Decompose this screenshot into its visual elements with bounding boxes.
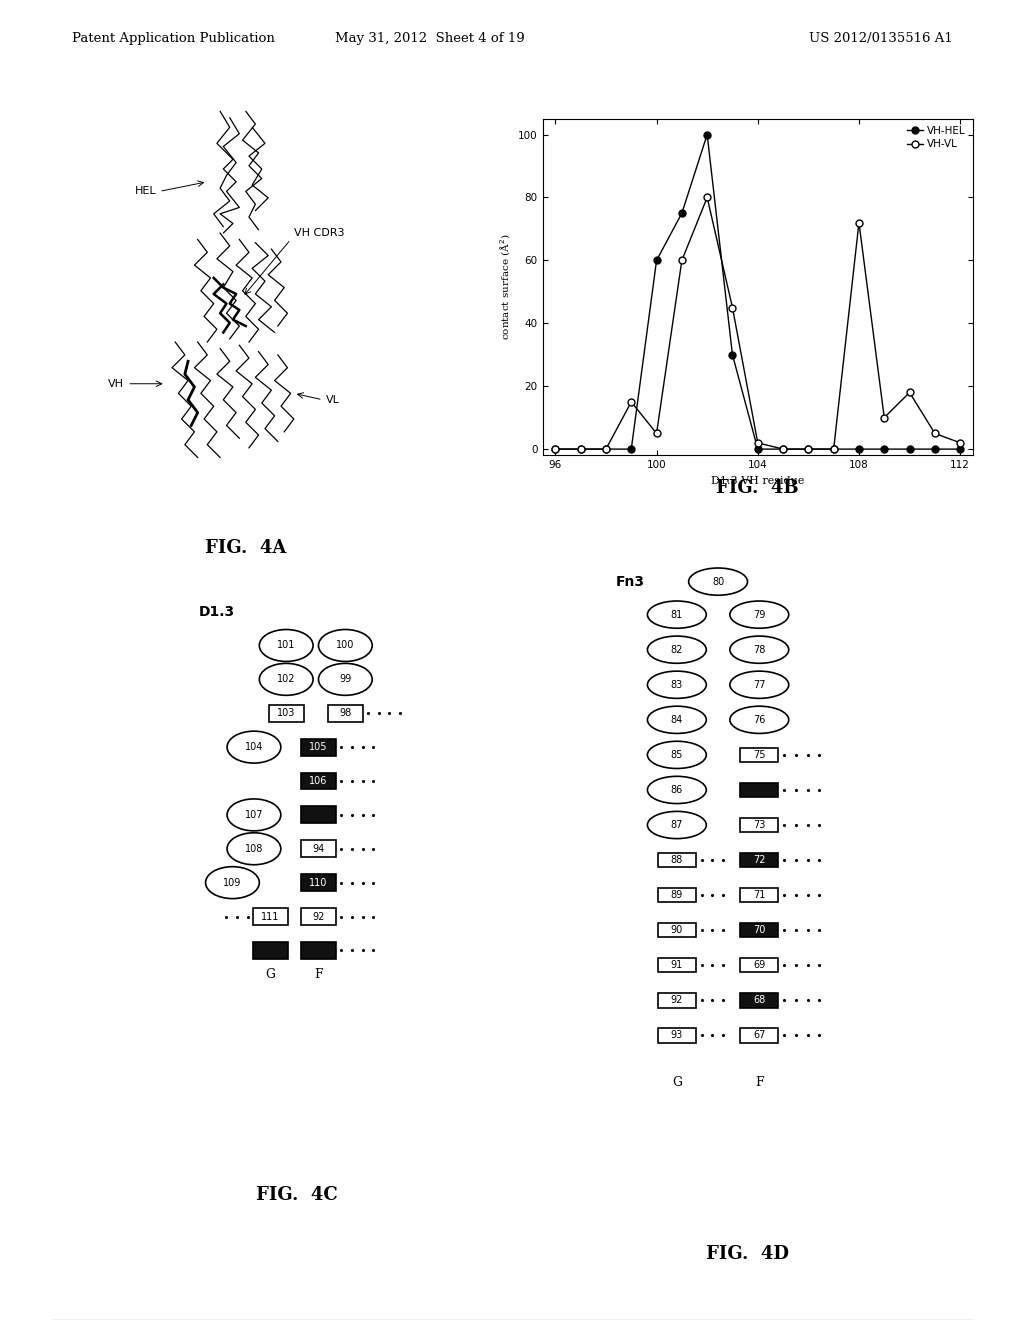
Text: 86: 86: [671, 785, 683, 795]
Text: 71: 71: [753, 890, 766, 900]
Bar: [740, 993, 778, 1007]
Text: VH: VH: [108, 379, 124, 389]
Text: VL: VL: [326, 395, 340, 405]
X-axis label: D1.3 VH residue: D1.3 VH residue: [711, 475, 805, 486]
Bar: [301, 739, 336, 755]
Text: 111: 111: [261, 912, 280, 921]
Text: Patent Application Publication: Patent Application Publication: [72, 32, 274, 45]
Text: 105: 105: [309, 742, 328, 752]
Text: 101: 101: [278, 640, 295, 651]
Text: FIG.  4B: FIG. 4B: [717, 479, 799, 498]
Text: 83: 83: [671, 680, 683, 690]
Text: 89: 89: [671, 890, 683, 900]
Text: G: G: [265, 968, 275, 981]
Bar: [253, 908, 288, 925]
Text: 81: 81: [671, 610, 683, 619]
Bar: [657, 958, 696, 973]
Text: F: F: [314, 968, 323, 981]
Text: 88: 88: [671, 855, 683, 865]
Bar: [328, 705, 362, 722]
Bar: [740, 783, 778, 797]
Text: FIG.  4C: FIG. 4C: [256, 1185, 338, 1204]
Bar: [657, 923, 696, 937]
Text: 110: 110: [309, 878, 328, 887]
Text: 73: 73: [753, 820, 766, 830]
Text: 107: 107: [245, 810, 263, 820]
Text: FIG.  4A: FIG. 4A: [205, 539, 287, 557]
Text: 102: 102: [276, 675, 296, 684]
Text: D1.3: D1.3: [199, 605, 234, 619]
Text: 104: 104: [245, 742, 263, 752]
Text: 103: 103: [278, 709, 295, 718]
Text: 79: 79: [753, 610, 766, 619]
Text: 84: 84: [671, 715, 683, 725]
Bar: [740, 818, 778, 832]
Bar: [301, 772, 336, 789]
Bar: [301, 807, 336, 824]
Bar: [657, 1028, 696, 1043]
Text: VH CDR3: VH CDR3: [294, 228, 344, 238]
Text: 98: 98: [339, 709, 351, 718]
Y-axis label: contact surface (Å$^2$): contact surface (Å$^2$): [498, 234, 513, 341]
Text: 69: 69: [754, 960, 765, 970]
Bar: [740, 923, 778, 937]
Bar: [268, 705, 304, 722]
Text: 70: 70: [753, 925, 766, 935]
Text: 91: 91: [671, 960, 683, 970]
Text: 78: 78: [753, 644, 766, 655]
Text: 106: 106: [309, 776, 328, 785]
Text: 92: 92: [671, 995, 683, 1006]
Bar: [301, 841, 336, 857]
Bar: [657, 888, 696, 903]
Text: 99: 99: [339, 675, 351, 684]
Text: 75: 75: [753, 750, 766, 760]
Text: 67: 67: [753, 1031, 766, 1040]
Text: 92: 92: [312, 912, 325, 921]
Text: Fn3: Fn3: [615, 574, 644, 589]
Text: May 31, 2012  Sheet 4 of 19: May 31, 2012 Sheet 4 of 19: [335, 32, 525, 45]
Bar: [740, 958, 778, 973]
Text: FIG.  4D: FIG. 4D: [706, 1245, 790, 1263]
Bar: [740, 747, 778, 762]
Text: 90: 90: [671, 925, 683, 935]
Text: 87: 87: [671, 820, 683, 830]
Bar: [657, 993, 696, 1007]
Text: 80: 80: [712, 577, 724, 586]
Legend: VH-HEL, VH-VL: VH-HEL, VH-VL: [905, 124, 968, 152]
Text: 76: 76: [753, 715, 766, 725]
Text: 100: 100: [336, 640, 354, 651]
Text: HEL: HEL: [134, 186, 156, 197]
Bar: [740, 1028, 778, 1043]
Text: 72: 72: [753, 855, 766, 865]
Text: 109: 109: [223, 878, 242, 887]
Bar: [740, 888, 778, 903]
Text: 85: 85: [671, 750, 683, 760]
Text: 108: 108: [245, 843, 263, 854]
Bar: [301, 874, 336, 891]
Text: G: G: [672, 1076, 682, 1089]
Text: 77: 77: [753, 680, 766, 690]
Bar: [253, 942, 288, 958]
Text: 94: 94: [312, 843, 325, 854]
Bar: [657, 853, 696, 867]
Text: 82: 82: [671, 644, 683, 655]
Bar: [740, 853, 778, 867]
Text: 68: 68: [754, 995, 765, 1006]
Text: F: F: [755, 1076, 764, 1089]
Text: US 2012/0135516 A1: US 2012/0135516 A1: [809, 32, 952, 45]
Bar: [301, 908, 336, 925]
Bar: [301, 942, 336, 958]
Text: 93: 93: [671, 1031, 683, 1040]
